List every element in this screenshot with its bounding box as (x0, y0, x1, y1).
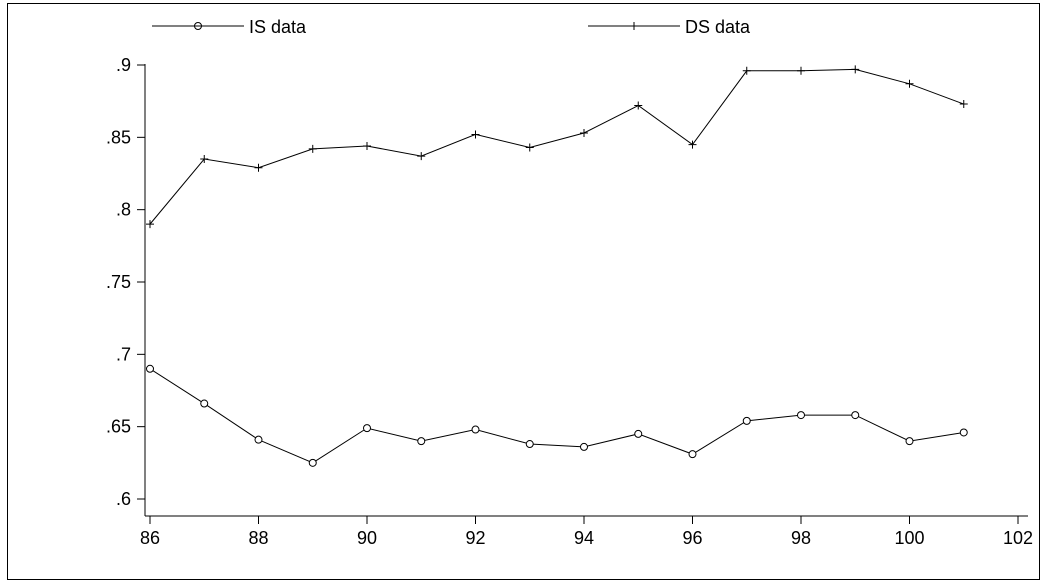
point-ds-data-98 (797, 66, 805, 75)
point-is-data-89 (308, 458, 317, 467)
y-tick-label-4: .8 (116, 200, 131, 220)
y-tick-label-0: .6 (116, 489, 131, 509)
point-is-data-96 (688, 450, 697, 459)
point-ds-data-96 (688, 140, 697, 149)
y-tick-label-2: .7 (116, 344, 131, 364)
point-ds-data-92 (471, 130, 480, 139)
legend: IS data DS data (152, 17, 751, 37)
series-layer (146, 65, 968, 467)
x-tick-label-6: 98 (791, 528, 811, 548)
point-ds-data-88 (254, 163, 263, 172)
legend-marker-ds (630, 22, 638, 30)
point-ds-data-91 (417, 152, 426, 161)
y-tick-label-1: .65 (106, 417, 131, 437)
point-is-data-93 (525, 440, 534, 449)
chart-frame: IS data DS data .6 .65 .7 .75 .8 .85 .9 86 88 90… (7, 3, 1040, 580)
x-tick-label-3: 92 (465, 528, 485, 548)
point-is-data-101 (959, 428, 968, 437)
point-ds-data-93 (525, 143, 534, 152)
point-ds-data-94 (580, 128, 588, 137)
y-tick-label-3: .75 (106, 272, 131, 292)
x-tick-label-4: 94 (574, 528, 594, 548)
point-ds-data-87 (200, 155, 209, 164)
x-tick-label-2: 90 (357, 528, 377, 548)
y-tick-label-5: .85 (106, 127, 131, 147)
legend-item-is: IS data (152, 17, 307, 37)
x-tick-label-8: 102 (1003, 528, 1033, 548)
x-tick-label-7: 100 (894, 528, 924, 548)
point-is-data-91 (417, 437, 426, 446)
legend-marker-is (194, 22, 202, 30)
legend-item-ds: DS data (588, 17, 751, 37)
x-tick-label-0: 86 (140, 528, 160, 548)
point-ds-data-97 (742, 66, 751, 75)
x-tick-label-1: 88 (248, 528, 268, 548)
point-ds-data-90 (363, 142, 371, 151)
series-line-ds-data (149, 68, 964, 225)
point-is-data-94 (580, 442, 588, 451)
legend-label-is: IS data (249, 17, 307, 37)
y-axis-ticks: .6 .65 .7 .75 .8 .85 .9 (106, 55, 145, 509)
point-is-data-99 (851, 411, 860, 420)
point-ds-data-100 (905, 79, 914, 88)
point-is-data-98 (797, 411, 805, 420)
x-tick-label-5: 96 (682, 528, 702, 548)
point-ds-data-86 (146, 220, 154, 229)
point-is-data-88 (254, 435, 263, 444)
point-is-data-90 (363, 424, 371, 433)
legend-label-ds: DS data (685, 17, 751, 37)
point-ds-data-101 (959, 100, 968, 109)
line-chart: IS data DS data .6 .65 .7 .75 .8 .85 .9 86 88 90… (106, 17, 1033, 548)
x-axis-ticks: 86 88 90 92 94 96 98 100 102 (140, 516, 1033, 548)
point-is-data-87 (200, 399, 209, 408)
point-is-data-97 (742, 416, 751, 425)
point-is-data-95 (634, 429, 643, 438)
point-ds-data-89 (308, 144, 317, 153)
point-is-data-100 (905, 437, 914, 446)
point-ds-data-99 (851, 65, 860, 74)
point-ds-data-95 (634, 101, 643, 110)
point-is-data-86 (146, 364, 154, 373)
series-line-is-data (149, 368, 964, 464)
y-tick-label-6: .9 (116, 55, 131, 75)
point-is-data-92 (471, 425, 480, 434)
